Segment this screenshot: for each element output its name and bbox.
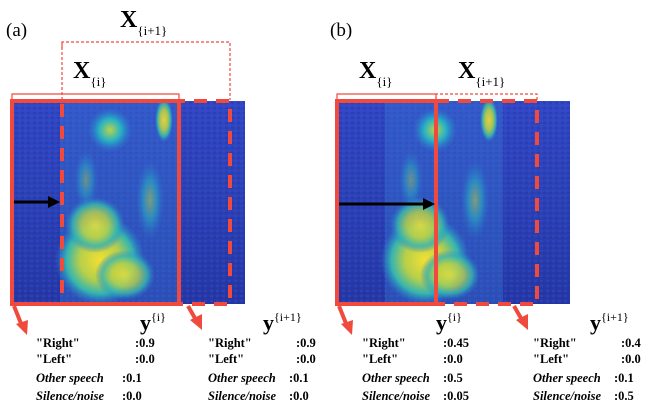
- arrow-b: [339, 198, 435, 210]
- arrow-a: [14, 196, 60, 208]
- brace-current-a: [11, 93, 180, 100]
- class-label: Other speech: [533, 371, 601, 385]
- output-arrow-current-b: [337, 305, 353, 335]
- class-label: Other speech: [362, 371, 430, 385]
- panel-a: (a) X{i} X{i+1}: [6, 7, 316, 403]
- class-label: Other speech: [208, 371, 276, 385]
- class-value: :0.5: [614, 389, 634, 403]
- class-value: :0.05: [443, 389, 469, 403]
- output-table-next-b: "Right" :0.4 "Left" :0.0 Other speech :0…: [533, 336, 642, 403]
- class-label: Silence/noise: [36, 389, 105, 403]
- output-arrow-next-a: [186, 305, 202, 330]
- panel-b: (b) X{i} X{i+1}: [330, 20, 642, 403]
- class-value: :0.0: [135, 352, 155, 366]
- class-value: :0.1: [614, 371, 634, 385]
- class-label: "Left": [533, 352, 569, 366]
- class-value: :0.0: [296, 352, 316, 366]
- class-value: :0.45: [443, 336, 469, 350]
- class-label: "Left": [36, 352, 72, 366]
- segment-next-label-b: X{i+1}: [458, 58, 505, 89]
- spectrogram-a: [12, 98, 245, 305]
- class-label: "Left": [208, 352, 244, 366]
- spectrogram-b: [337, 98, 570, 305]
- segment-current-label-a: X{i}: [73, 58, 106, 89]
- class-value: :0.1: [122, 371, 142, 385]
- window-next-a: [60, 99, 232, 306]
- class-label: "Left": [362, 352, 398, 366]
- output-arrow-current-a: [12, 305, 28, 335]
- output-table-current-a: "Right" :0.9 "Left" :0.0 Other speech :0…: [36, 336, 155, 403]
- class-label: "Right": [533, 336, 577, 350]
- segment-next-label-a: X{i+1}: [120, 7, 167, 38]
- class-value: :0.0: [289, 389, 309, 403]
- class-value: :0.1: [289, 371, 309, 385]
- output-table-next-a: "Right" :0.9 "Left" :0.0 Other speech :0…: [208, 336, 316, 403]
- class-label: Other speech: [36, 371, 104, 385]
- output-current-label-a: y{i}: [140, 310, 166, 335]
- class-value: :0.0: [621, 352, 641, 366]
- class-label: "Right": [362, 336, 406, 350]
- class-value: :0.9: [296, 336, 316, 350]
- output-current-label-b: y{i}: [436, 310, 462, 335]
- class-value: :0.4: [621, 336, 642, 350]
- class-value: :0.9: [135, 336, 155, 350]
- brace-next-b: [435, 93, 538, 100]
- output-table-current-b: "Right" :0.45 "Left" :0.0 Other speech :…: [362, 336, 469, 403]
- class-label: "Right": [36, 336, 80, 350]
- class-label: Silence/noise: [362, 389, 431, 403]
- segment-current-label-b: X{i}: [359, 58, 392, 89]
- panel-b-label: (b): [330, 20, 352, 41]
- class-label: "Right": [208, 336, 252, 350]
- class-value: :0.5: [443, 371, 463, 385]
- output-arrow-next-b: [512, 305, 528, 330]
- class-label: Silence/noise: [208, 389, 277, 403]
- window-next-b: [434, 99, 539, 306]
- class-label: Silence/noise: [533, 389, 602, 403]
- panel-a-label: (a): [6, 20, 27, 41]
- class-value: :0.0: [122, 389, 142, 403]
- output-next-label-b: y{i+1}: [590, 310, 629, 335]
- class-value: :0.0: [443, 352, 463, 366]
- output-next-label-a: y{i+1}: [263, 310, 302, 335]
